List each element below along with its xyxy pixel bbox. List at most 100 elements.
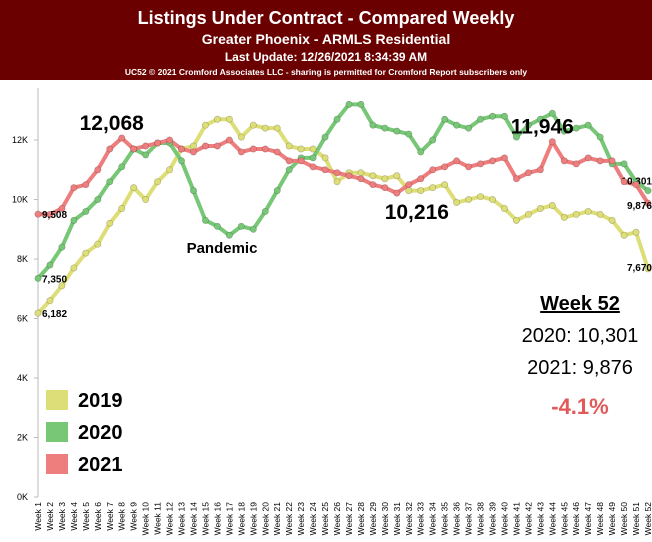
y-tick-label: 0K bbox=[17, 492, 28, 502]
data-point bbox=[572, 210, 580, 218]
data-point bbox=[225, 115, 233, 123]
x-tick-label: Week 7 bbox=[105, 502, 115, 531]
data-point bbox=[524, 169, 532, 177]
data-point bbox=[465, 163, 473, 171]
data-point bbox=[560, 127, 568, 135]
data-point bbox=[237, 133, 245, 141]
update-text: Last Update: 12/26/2021 8:34:39 AM bbox=[225, 50, 427, 64]
data-point bbox=[596, 210, 604, 218]
data-point bbox=[142, 151, 150, 159]
x-tick-label: Week 31 bbox=[392, 502, 402, 536]
x-tick-label: Week 32 bbox=[404, 502, 414, 536]
data-point bbox=[524, 210, 532, 218]
x-tick-label: Week 30 bbox=[380, 502, 390, 536]
data-point bbox=[441, 115, 449, 123]
value-annotation: 10,216 bbox=[385, 201, 449, 224]
value-label: 7,670 bbox=[627, 263, 652, 274]
data-point bbox=[417, 148, 425, 156]
legend-label: 2019 bbox=[78, 390, 123, 412]
data-point bbox=[369, 172, 377, 180]
value-annotation: 11,946 bbox=[511, 116, 574, 139]
data-point bbox=[500, 112, 508, 120]
chart-subtitle: Greater Phoenix - ARMLS Residential bbox=[202, 31, 450, 47]
data-point bbox=[166, 136, 174, 144]
data-point bbox=[393, 189, 401, 197]
data-point bbox=[405, 130, 413, 138]
x-tick-label: Week 52 bbox=[643, 502, 652, 536]
legend-swatch bbox=[46, 422, 68, 442]
data-point bbox=[465, 196, 473, 204]
data-point bbox=[536, 166, 544, 174]
data-point bbox=[142, 142, 150, 150]
annotation: Pandemic bbox=[187, 240, 258, 257]
data-point bbox=[369, 181, 377, 189]
data-point bbox=[453, 121, 461, 129]
data-point bbox=[632, 228, 640, 236]
data-point bbox=[405, 187, 413, 195]
data-point bbox=[548, 138, 556, 146]
data-point bbox=[237, 148, 245, 156]
data-point bbox=[225, 136, 233, 144]
data-point bbox=[596, 157, 604, 165]
data-point bbox=[178, 157, 186, 165]
data-point bbox=[357, 169, 365, 177]
data-point bbox=[213, 142, 221, 150]
data-point bbox=[118, 134, 126, 142]
data-point bbox=[345, 172, 353, 180]
data-point bbox=[620, 178, 628, 186]
data-point bbox=[417, 175, 425, 183]
x-tick-label: Week 24 bbox=[308, 502, 318, 536]
summary-title: Week 52 bbox=[540, 293, 620, 315]
x-tick-label: Week 20 bbox=[260, 502, 270, 536]
y-tick-label: 4K bbox=[17, 373, 28, 383]
x-tick-label: Week 25 bbox=[320, 502, 330, 536]
data-point bbox=[213, 115, 221, 123]
data-point bbox=[405, 181, 413, 189]
data-point bbox=[357, 100, 365, 108]
data-point bbox=[94, 240, 102, 248]
x-tick-label: Week 28 bbox=[356, 502, 366, 536]
x-tick-label: Week 40 bbox=[499, 502, 509, 536]
data-point bbox=[142, 196, 150, 204]
data-point bbox=[321, 166, 329, 174]
data-point bbox=[189, 187, 197, 195]
data-point bbox=[201, 142, 209, 150]
series-line bbox=[36, 117, 650, 315]
x-tick-label: Week 6 bbox=[93, 502, 103, 531]
data-point bbox=[130, 145, 138, 153]
data-point bbox=[369, 121, 377, 129]
data-point bbox=[58, 243, 66, 251]
data-point bbox=[608, 157, 616, 165]
value-label: 9,508 bbox=[42, 210, 67, 221]
x-tick-label: Week 9 bbox=[129, 502, 139, 531]
data-point bbox=[441, 181, 449, 189]
x-tick-label: Week 46 bbox=[571, 502, 581, 536]
data-point bbox=[82, 181, 90, 189]
data-point bbox=[489, 112, 497, 120]
x-tick-label: Week 15 bbox=[200, 502, 210, 536]
data-point bbox=[632, 181, 640, 189]
data-point bbox=[333, 169, 341, 177]
x-tick-label: Week 13 bbox=[177, 502, 187, 536]
x-tick-label: Week 18 bbox=[236, 502, 246, 536]
x-tick-label: Week 47 bbox=[583, 502, 593, 536]
data-point bbox=[213, 222, 221, 230]
data-point bbox=[70, 216, 78, 224]
data-point bbox=[584, 154, 592, 162]
x-tick-label: Week 33 bbox=[416, 502, 426, 536]
y-tick-label: 6K bbox=[17, 314, 28, 324]
data-point bbox=[189, 142, 197, 150]
data-point bbox=[584, 207, 592, 215]
value-label: 6,182 bbox=[42, 309, 67, 320]
data-point bbox=[620, 231, 628, 239]
data-point bbox=[118, 204, 126, 212]
y-tick-label: 12K bbox=[12, 135, 28, 145]
data-point bbox=[333, 178, 341, 186]
data-point bbox=[608, 216, 616, 224]
data-point bbox=[453, 199, 461, 207]
x-tick-label: Week 37 bbox=[464, 502, 474, 536]
data-point bbox=[94, 196, 102, 204]
x-tick-label: Week 10 bbox=[141, 502, 151, 536]
